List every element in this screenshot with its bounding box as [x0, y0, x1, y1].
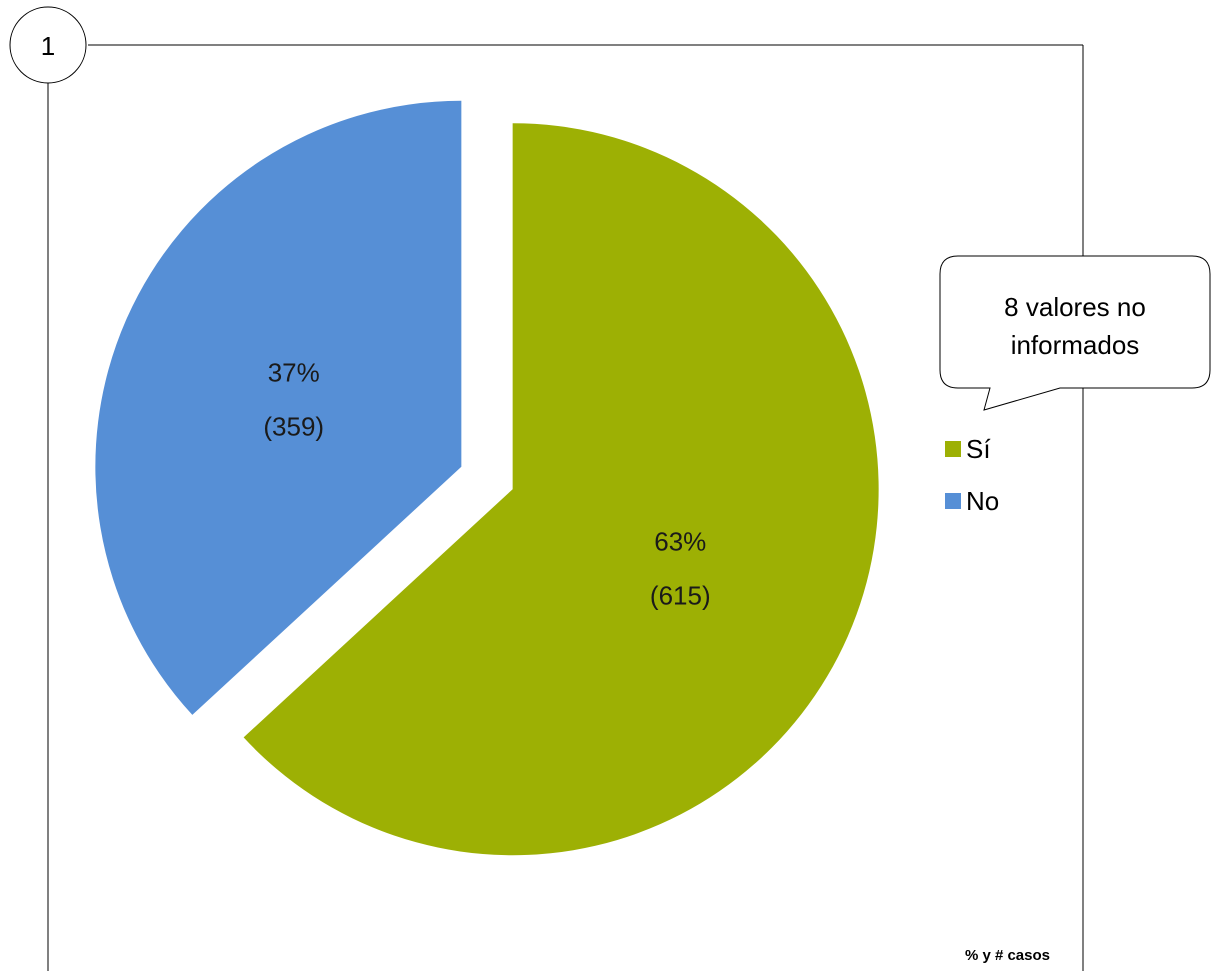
legend-label-si: Sí	[966, 434, 991, 464]
slice-count-label-si: (615)	[650, 581, 711, 611]
pie: 63% (615) 37% (359)	[95, 100, 879, 856]
legend: Sí No	[945, 434, 999, 516]
callout-line-1: 8 valores no	[1004, 292, 1146, 322]
badge-number: 1	[41, 31, 55, 61]
legend-label-no: No	[966, 486, 999, 516]
slice-percent-label-si: 63%	[654, 527, 706, 557]
slice-count-label-no: (359)	[263, 411, 324, 441]
badge-circle	[9, 6, 87, 84]
chart-frame	[47, 44, 1084, 971]
footnote: % y # casos	[965, 947, 1050, 964]
slice-percent-label-no: 37%	[268, 357, 320, 387]
legend-swatch-si	[945, 441, 961, 457]
callout-bubble	[939, 255, 1211, 411]
pie-slice-no	[95, 100, 462, 715]
callout: 8 valores no informados	[939, 255, 1211, 411]
legend-swatch-no	[945, 493, 961, 509]
callout-line-2: informados	[1011, 330, 1140, 360]
figure-number-badge: 1	[9, 6, 87, 84]
pie-slice-si	[243, 123, 879, 856]
